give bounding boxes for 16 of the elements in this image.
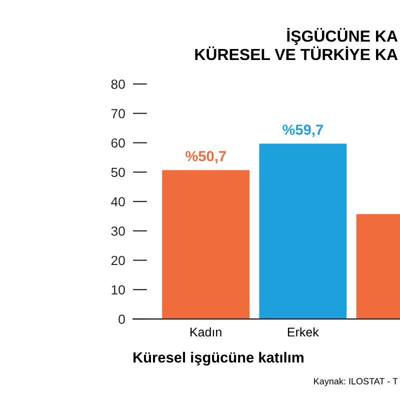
chart-title: İŞGÜCÜNE KA KÜRESEL VE TÜRKİYE KA: [195, 28, 398, 60]
x-tick-label: Erkek: [288, 327, 319, 337]
x-tick-label: Kadın: [190, 327, 222, 337]
x-axis-title: Küresel işgücüne katılım: [134, 352, 304, 366]
y-tick-label: 40: [111, 197, 125, 206]
y-tick-label: 10: [112, 285, 125, 295]
data-label: %59,7: [282, 124, 323, 137]
y-tick-label: 0: [118, 314, 125, 324]
y-tick-label: 80: [111, 80, 125, 89]
y-tick-label: 30: [111, 226, 125, 236]
y-tick-label: 20: [111, 256, 125, 266]
text: Kaynak: ILOSTAT - T: [314, 378, 398, 386]
y-tick-label: 50: [111, 168, 125, 178]
y-tick-label: 70: [111, 108, 125, 118]
y-tick-label: 60: [111, 138, 125, 148]
data-label: %50,7: [186, 150, 226, 164]
